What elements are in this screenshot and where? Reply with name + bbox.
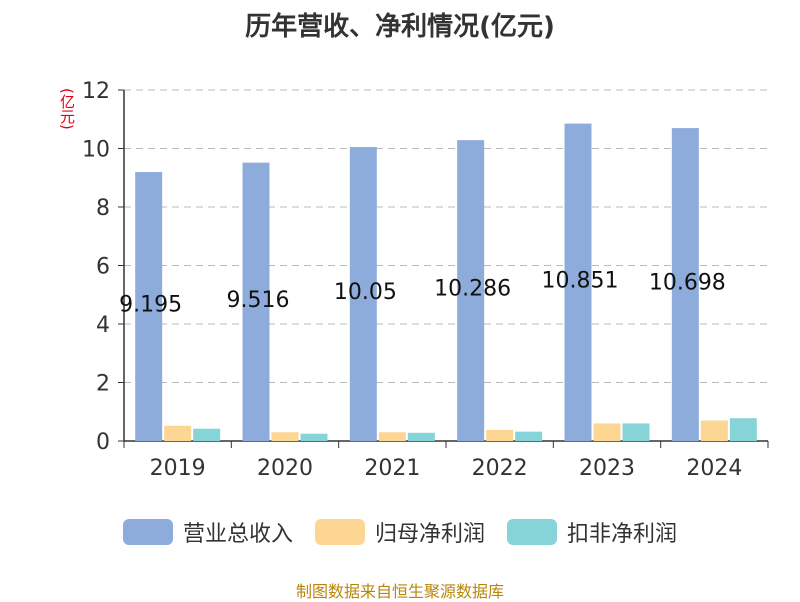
x-tick-label: 2024 — [686, 456, 742, 481]
y-axis-unit-label: (亿元) — [58, 88, 76, 130]
bar-3-2021 — [407, 432, 435, 441]
x-tick-label: 2019 — [150, 456, 206, 481]
bar-1-2024 — [671, 128, 699, 441]
legend-swatch — [507, 519, 557, 545]
bar-2-2021 — [378, 432, 406, 441]
bar-3-2024 — [729, 418, 757, 441]
bars — [135, 123, 757, 442]
y-tick-label: 4 — [96, 313, 110, 338]
y-tick-label: 2 — [96, 372, 110, 397]
bar-2-2020 — [271, 432, 299, 441]
y-tick-label: 10 — [82, 138, 110, 163]
data-source-note: 制图数据来自恒生聚源数据库 — [295, 582, 504, 601]
bar-2-2022 — [486, 429, 514, 441]
legend: 营业总收入 归母净利润 扣非净利润 — [0, 516, 800, 548]
revenue-data-label: 10.05 — [334, 280, 397, 305]
legend-item-1[interactable]: 营业总收入 — [122, 516, 293, 548]
labels: 9.195 9.516 10.05 10.286 10.851 10.698 — [119, 268, 726, 317]
legend-label: 扣非净利润 — [567, 522, 678, 547]
bar-1-2020 — [242, 162, 270, 442]
revenue-data-label: 9.195 — [119, 293, 182, 318]
revenue-data-label: 10.698 — [649, 271, 726, 296]
revenue-data-label: 10.286 — [434, 277, 511, 302]
legend-swatch — [122, 519, 173, 545]
x-tick-label: 2020 — [257, 456, 313, 481]
bar-3-2023 — [622, 423, 650, 441]
revenue-data-label: 9.516 — [227, 288, 290, 313]
y-tick-label: 0 — [96, 430, 110, 455]
x-tick-label: 2023 — [579, 456, 635, 481]
axes: 0 2 4 6 8 10 12 2019 2020 2021 2022 2023 2024 — [82, 79, 769, 481]
y-tick-label: 12 — [82, 79, 110, 104]
bar-1-2022 — [457, 140, 485, 441]
legend-swatch — [314, 519, 365, 545]
legend-label: 营业总收入 — [182, 522, 293, 547]
x-tick-label: 2022 — [472, 456, 528, 481]
bar-1-2023 — [564, 123, 592, 442]
chart-title: 历年营收、净利情况(亿元) — [245, 12, 555, 42]
bar-2-2024 — [700, 420, 728, 441]
gridlines — [124, 89, 768, 383]
bar-2-2019 — [164, 425, 192, 441]
bar-3-2019 — [193, 428, 221, 441]
x-tick-label: 2021 — [364, 456, 420, 481]
bar-1-2021 — [349, 147, 377, 441]
bar-3-2020 — [300, 433, 328, 441]
legend-item-3[interactable]: 扣非净利润 — [507, 516, 677, 548]
legend-item-2[interactable]: 归母净利润 — [314, 516, 485, 548]
bar-3-2022 — [515, 431, 543, 441]
revenue-data-label: 10.851 — [542, 268, 619, 293]
y-tick-label: 8 — [96, 196, 110, 221]
bar-2-2023 — [593, 423, 621, 441]
bar-1-2019 — [135, 172, 163, 441]
legend-label: 归母净利润 — [374, 522, 485, 547]
y-tick-label: 6 — [96, 255, 110, 280]
